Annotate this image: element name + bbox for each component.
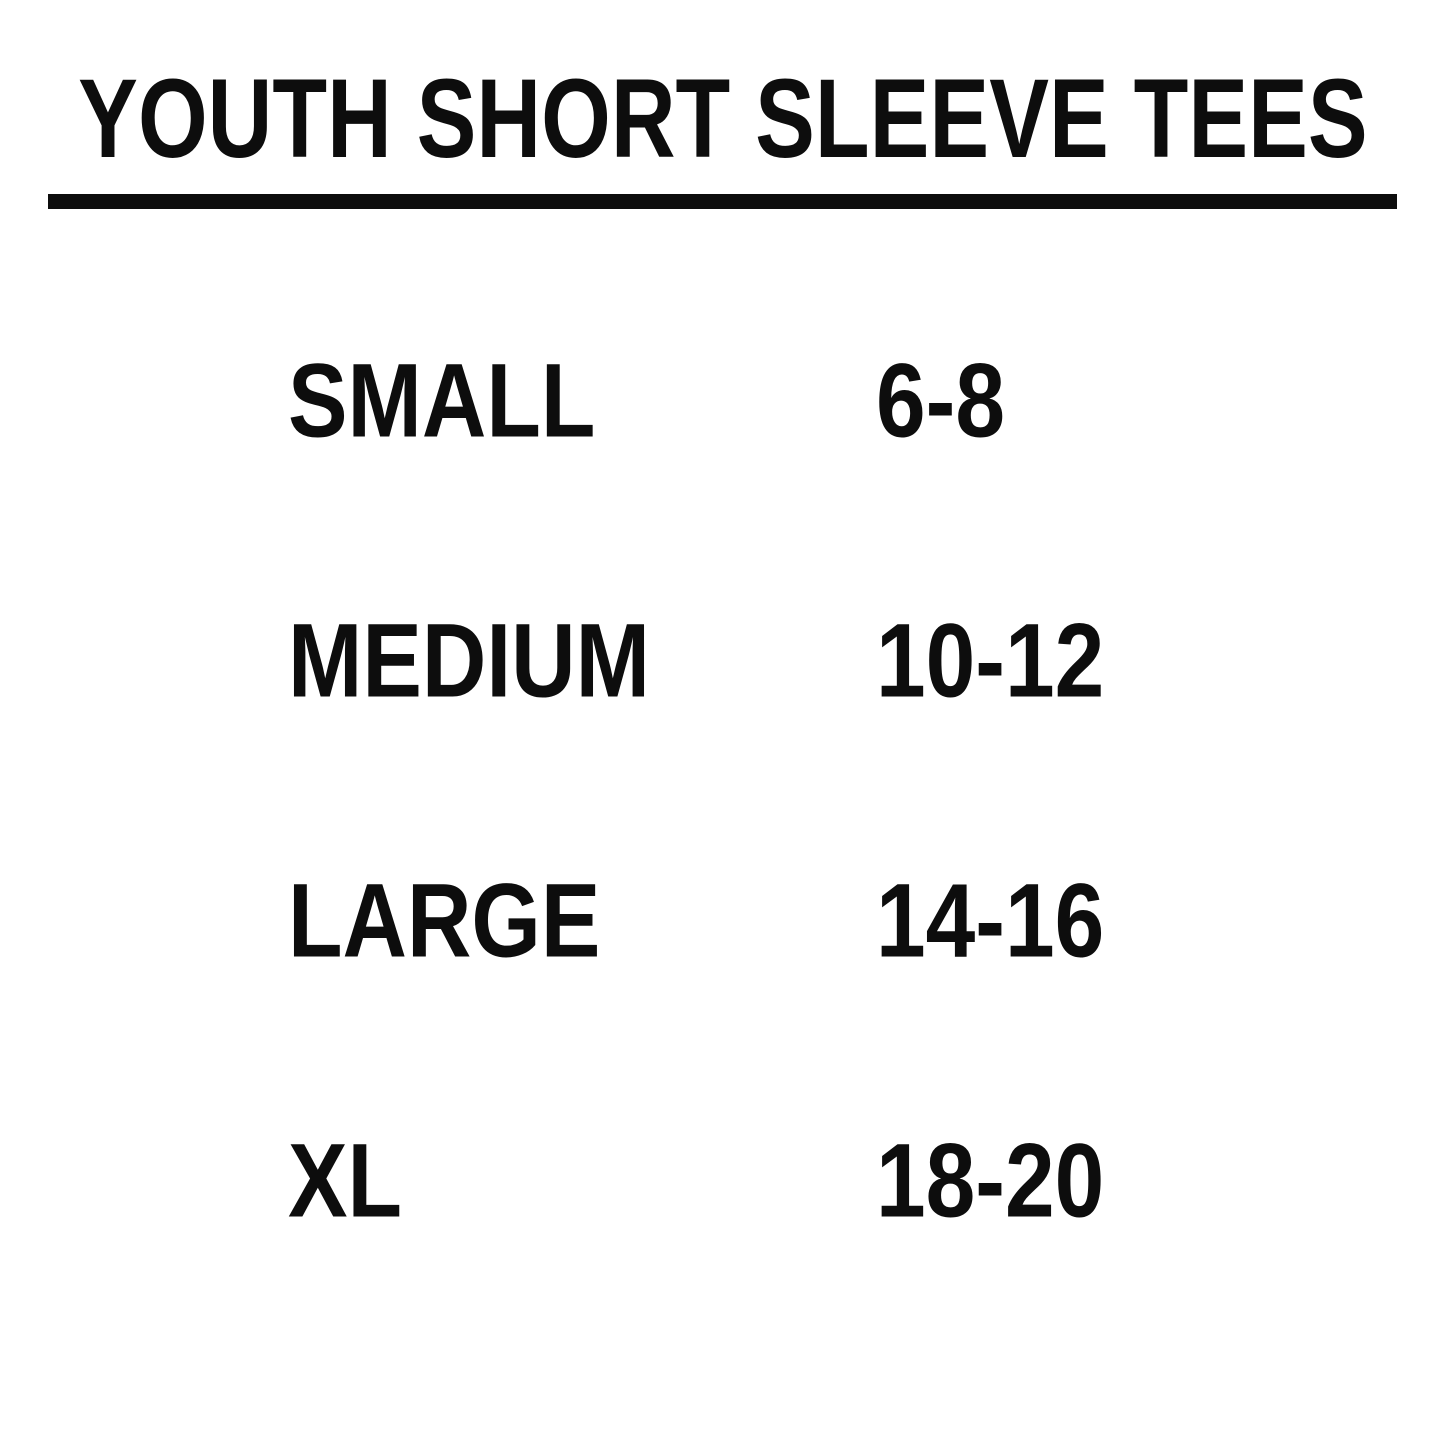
size-label: SMALL [288, 342, 596, 460]
size-range: 6-8 [876, 342, 1006, 460]
size-range: 18-20 [876, 1122, 1105, 1240]
size-label: XL [288, 1122, 403, 1240]
title-divider [48, 194, 1397, 209]
size-range: 14-16 [876, 862, 1105, 980]
size-label: MEDIUM [288, 602, 650, 720]
size-label: LARGE [288, 862, 601, 980]
page-title: YOUTH SHORT SLEEVE TEES [77, 56, 1368, 181]
size-range: 10-12 [876, 602, 1105, 720]
